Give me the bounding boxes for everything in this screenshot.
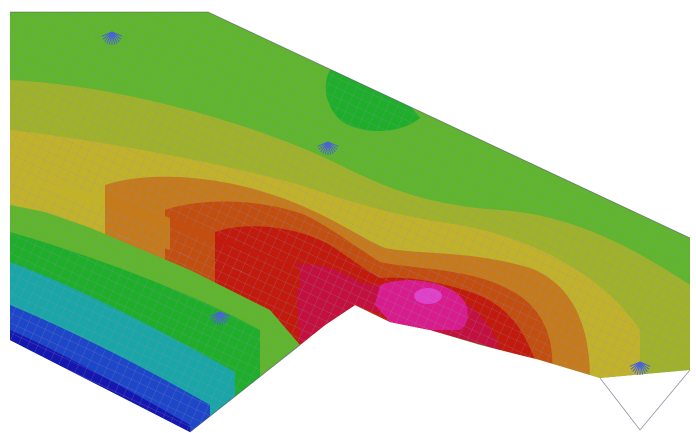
slab-edges <box>10 11 691 433</box>
support-markers <box>101 31 651 375</box>
fan-support-icon[interactable] <box>209 311 231 325</box>
fan-support-icon[interactable] <box>629 361 651 375</box>
fan-support-icon[interactable] <box>317 141 339 155</box>
slab-step-face <box>10 178 300 290</box>
fan-support-icon[interactable] <box>101 31 123 45</box>
